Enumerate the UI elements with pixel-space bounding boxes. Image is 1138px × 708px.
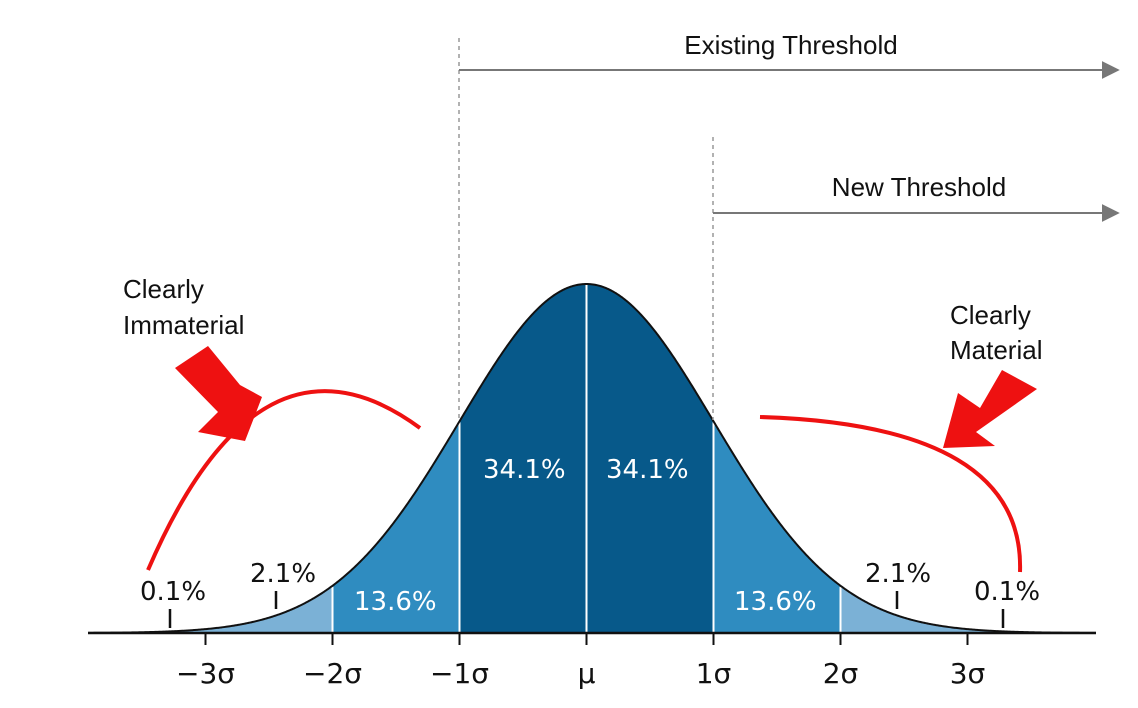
band-outer-left (205, 585, 333, 633)
percent-tail-left: 0.1% (140, 577, 206, 607)
axis-tick-label: −3σ (176, 657, 235, 690)
material-arrow-icon (943, 370, 1037, 448)
axis-tick-label: 3σ (950, 657, 986, 690)
existing-threshold-label: Existing Threshold (684, 30, 897, 60)
percent-mid-right: 13.6% (734, 587, 817, 617)
clearly-immaterial-line1: Clearly (123, 274, 204, 304)
clearly-immaterial-label: Clearly Immaterial (123, 274, 244, 340)
percent-outer-right: 2.1% (865, 559, 931, 589)
percent-outer-left: 2.1% (250, 559, 316, 589)
axis-tick-label: −2σ (303, 657, 362, 690)
bell-curve (88, 283, 1097, 634)
percent-center-right: 34.1% (606, 455, 689, 485)
clearly-material-line1: Clearly (950, 300, 1031, 330)
axis-ticks: −3σ −2σ −1σ μ 1σ 2σ 3σ (176, 633, 985, 690)
clearly-material-label: Clearly Material (950, 300, 1042, 365)
axis-tick-label: −1σ (430, 657, 489, 690)
percent-tail-right: 0.1% (974, 577, 1040, 607)
percent-mid-left: 13.6% (354, 587, 437, 617)
clearly-material-line2: Material (950, 335, 1042, 365)
clearly-immaterial-line2: Immaterial (123, 310, 244, 340)
immaterial-arrow-icon (175, 346, 262, 441)
band-outer-right (840, 585, 968, 633)
new-threshold-label: New Threshold (832, 172, 1006, 202)
axis-tick-label: 1σ (696, 657, 732, 690)
axis-tick-label: 2σ (823, 657, 859, 690)
axis-tick-label: μ (578, 657, 596, 690)
percent-center-left: 34.1% (483, 455, 566, 485)
immaterial-arc (146, 389, 422, 571)
material-arc (759, 415, 1023, 573)
